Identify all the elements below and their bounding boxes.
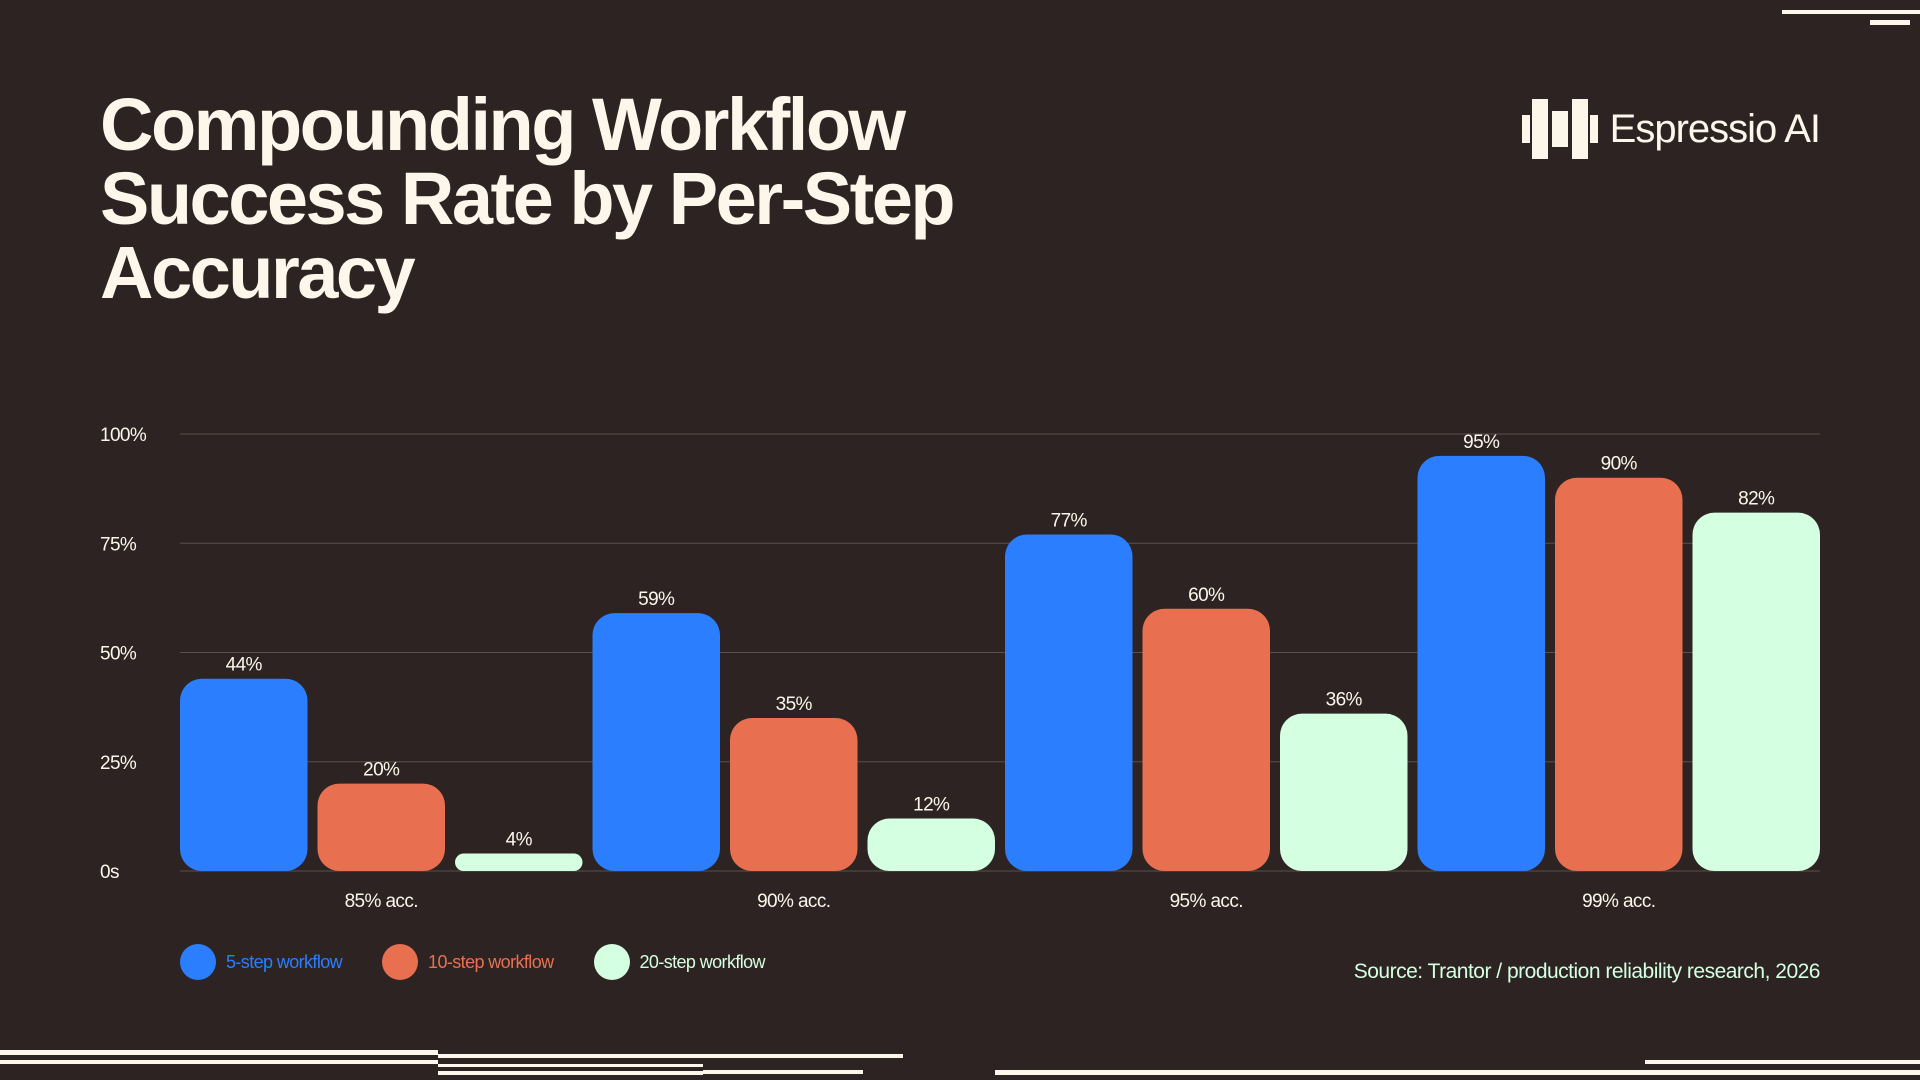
y-tick-label: 50% bbox=[100, 644, 137, 665]
data-label: 35% bbox=[776, 694, 813, 715]
bar bbox=[1555, 477, 1683, 871]
data-label: 12% bbox=[913, 795, 950, 816]
x-tick-label: 99% acc. bbox=[1582, 891, 1655, 912]
chart-legend: 5-step workflow 10-step workflow 20-step… bbox=[180, 944, 805, 980]
legend-item-20-step: 20-step workflow bbox=[593, 944, 766, 980]
bar bbox=[1142, 608, 1270, 871]
data-label: 4% bbox=[506, 830, 533, 851]
legend-swatch bbox=[180, 944, 216, 980]
data-label: 90% bbox=[1601, 454, 1638, 475]
bar bbox=[1417, 455, 1545, 871]
data-label: 95% bbox=[1463, 432, 1500, 453]
x-tick-label: 85% acc. bbox=[345, 891, 418, 912]
bar bbox=[317, 783, 445, 871]
legend-item-10-step: 10-step workflow bbox=[382, 944, 554, 980]
decor-line bbox=[1870, 20, 1910, 25]
legend-swatch bbox=[593, 944, 630, 980]
bar bbox=[1280, 713, 1408, 871]
y-tick-label: 25% bbox=[100, 753, 137, 774]
y-tick-label: 100% bbox=[100, 425, 147, 446]
decor-line bbox=[0, 1050, 438, 1055]
chart-title: Compounding Workflow Success Rate by Per… bbox=[100, 83, 956, 314]
legend-label: 5-step workflow bbox=[226, 951, 343, 972]
decor-line bbox=[1645, 1060, 1920, 1064]
bar bbox=[455, 853, 583, 871]
legend-item-5-step: 5-step workflow bbox=[180, 944, 343, 980]
decor-line bbox=[438, 1054, 903, 1058]
data-label: 82% bbox=[1738, 489, 1775, 510]
x-tick-label: 95% acc. bbox=[1170, 891, 1243, 912]
brand: Espressio AI bbox=[1521, 98, 1821, 160]
data-label: 77% bbox=[1051, 511, 1088, 532]
x-tick-label: 90% acc. bbox=[757, 891, 830, 912]
source-note: Source: Trantor / production reliability… bbox=[1353, 960, 1821, 983]
decor-line bbox=[995, 1070, 1920, 1075]
data-label: 36% bbox=[1326, 690, 1363, 711]
y-tick-label: 75% bbox=[100, 534, 137, 555]
bar-chart: 0s 25% 50% 75% 100% 44% 20% 4% 85% acc. 59% 35% 12%… bbox=[100, 425, 1820, 912]
y-tick-label: 0s bbox=[100, 862, 119, 883]
data-label: 20% bbox=[363, 760, 400, 781]
legend-label: 20-step workflow bbox=[639, 951, 766, 972]
brand-name: Espressio AI bbox=[1609, 106, 1821, 151]
bar bbox=[592, 613, 720, 871]
data-label: 59% bbox=[638, 589, 675, 610]
decor-line bbox=[0, 1060, 438, 1064]
bar bbox=[1005, 534, 1133, 871]
decor-line bbox=[438, 1071, 703, 1075]
legend-label: 10-step workflow bbox=[428, 951, 554, 972]
data-label: 60% bbox=[1188, 585, 1225, 606]
data-label: 44% bbox=[226, 655, 263, 676]
decor-line bbox=[1782, 10, 1920, 14]
espressio-logo-icon bbox=[1521, 99, 1598, 159]
bar bbox=[180, 678, 308, 871]
bar bbox=[1692, 512, 1820, 871]
decor-line bbox=[703, 1070, 863, 1074]
decor-line bbox=[438, 1064, 703, 1067]
legend-swatch bbox=[382, 944, 419, 980]
bar bbox=[867, 818, 995, 871]
bar bbox=[730, 718, 858, 871]
